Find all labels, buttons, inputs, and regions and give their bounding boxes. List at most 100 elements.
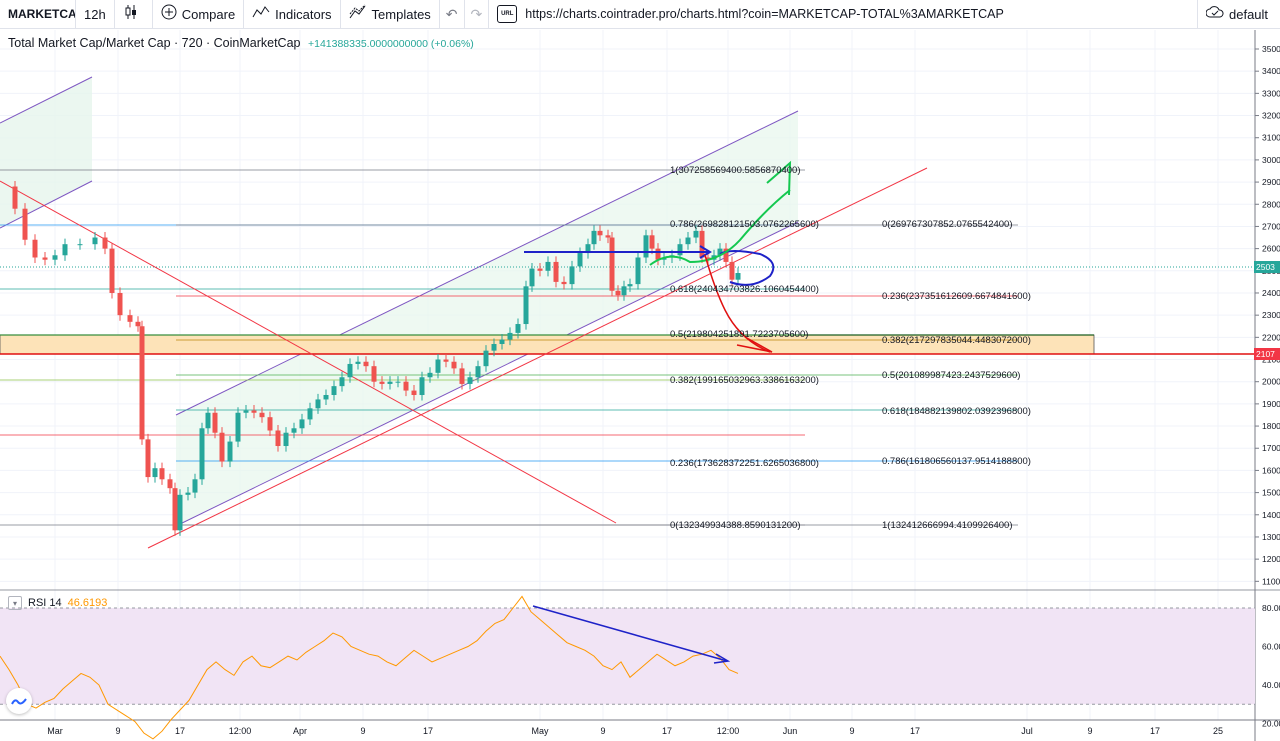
candle-body: [347, 363, 353, 378]
redo-icon: ↷: [470, 5, 483, 22]
fib-left-label: 0.236(173628372251.6265036800): [670, 458, 819, 469]
price-tick-label: 3000: [1262, 155, 1280, 165]
cloud-check-icon: [1205, 5, 1224, 23]
undo-button[interactable]: ↶: [440, 0, 465, 29]
redo-button[interactable]: ↷: [465, 0, 490, 29]
indicators-button[interactable]: Indicators: [244, 0, 341, 29]
candle-body: [152, 468, 158, 478]
series-change: +141388335.0000000000 (+0.06%): [307, 38, 474, 50]
candles: [12, 180, 741, 536]
time-tick-label: 12:00: [229, 726, 252, 736]
candle-body: [507, 332, 513, 340]
candle-body: [331, 386, 337, 396]
price-tick-label: 3100: [1262, 133, 1280, 143]
theme-button[interactable]: default: [1198, 0, 1280, 29]
chart-canvas[interactable]: 3500 3400 3300 3200 3100 3000 2900 2800 2700 2600…: [0, 30, 1280, 741]
candle-body: [205, 412, 211, 429]
series-title: Total Market Cap/Market Cap · 720 · Coin…: [8, 36, 301, 50]
candle-body: [609, 237, 615, 291]
candle-body: [597, 230, 603, 236]
symbol-search-button[interactable]: MARKETCAF: [0, 0, 76, 29]
candle-body: [192, 479, 198, 493]
candle-body: [427, 372, 433, 378]
candle-body: [12, 186, 18, 209]
candle-body: [655, 248, 661, 260]
rsi-legend: ▾ RSI 14 46.6193: [8, 596, 107, 610]
time-tick-label: 9: [849, 726, 854, 736]
candle-body: [621, 286, 627, 296]
candle-body: [419, 377, 425, 396]
price-tick-label: 2800: [1262, 199, 1280, 209]
candle-body: [723, 248, 729, 262]
candle-body: [735, 273, 741, 280]
candle-body: [235, 412, 241, 442]
candle-body: [699, 230, 705, 258]
compare-button[interactable]: Compare: [153, 0, 245, 29]
time-tick-label: 9: [115, 726, 120, 736]
candle-body: [371, 366, 377, 382]
rsi-tick-label: 20.00: [1262, 719, 1280, 729]
chart-type-button[interactable]: [115, 0, 153, 29]
price-tick-label: 1200: [1262, 554, 1280, 564]
time-tick-label: Apr: [293, 726, 307, 736]
price-tick-label: 1800: [1262, 421, 1280, 431]
candle-body: [491, 343, 497, 351]
compare-label: Compare: [181, 6, 236, 22]
candle-body: [693, 230, 699, 238]
candle-body: [259, 412, 265, 418]
candle-body: [135, 321, 141, 327]
series-legend: Total Market Cap/Market Cap · 720 · Coin…: [8, 36, 474, 50]
candle-body: [92, 237, 98, 245]
fib-left-label: 1(307258569400.5856870400): [670, 165, 801, 176]
undo-icon: ↶: [445, 5, 458, 22]
rsi-line: [0, 595, 739, 740]
time-tick-label: May: [531, 726, 549, 736]
url-bar[interactable]: URL https://charts.cointrader.pro/charts…: [489, 0, 1198, 29]
horizontal-line-price-label: 2107: [1254, 348, 1280, 360]
time-tick-label: 9: [600, 726, 605, 736]
candle-body: [387, 381, 393, 384]
indicators-icon: [252, 4, 270, 24]
candle-body: [443, 359, 449, 362]
visibility-toggle-icon[interactable]: ▾: [8, 596, 22, 610]
rsi-band: [0, 608, 1255, 705]
candle-body: [537, 268, 543, 271]
candle-body: [355, 361, 361, 364]
candle-body: [117, 292, 123, 316]
time-tick-label: Jul: [1021, 726, 1033, 736]
rsi-tick-label: 40.00: [1262, 680, 1280, 690]
top-toolbar: MARKETCAF 12h Compare Indicators Templat…: [0, 0, 1280, 29]
candle-body: [717, 248, 723, 256]
price-tick-label: 2700: [1262, 221, 1280, 231]
candle-body: [167, 479, 173, 489]
fib-right-label: 0.382(217297835044.4483072000): [882, 335, 1031, 346]
rsi-pane: [0, 595, 1255, 740]
templates-button[interactable]: Templates: [341, 0, 440, 29]
drawings-back: [0, 76, 1280, 549]
fib-right-label: 0(269767307852.0765542400): [882, 219, 1013, 230]
price-tick-label: 1900: [1262, 399, 1280, 409]
candle-body: [435, 359, 441, 373]
candle-body: [545, 261, 551, 271]
time-tick-label: 25: [1213, 726, 1223, 736]
candle-body: [605, 235, 611, 238]
candle-body: [515, 324, 521, 333]
tradingview-logo-icon[interactable]: [6, 688, 32, 714]
rsi-trend-arrow: [532, 605, 728, 662]
fib-left-label: 0.382(199165032963.3386163200): [670, 375, 819, 386]
channel-fill: [0, 77, 92, 228]
candle-body: [307, 408, 313, 420]
price-tick-label: 1100: [1262, 576, 1280, 586]
interval-button[interactable]: 12h: [76, 0, 115, 29]
price-tick-label: 2400: [1262, 288, 1280, 298]
candle-body: [102, 237, 108, 249]
red-arrow-path: [704, 254, 771, 353]
green-arrow-path: [649, 189, 791, 266]
price-tick-label: 1300: [1262, 532, 1280, 542]
price-tick-label: 3500: [1262, 44, 1280, 54]
candle-body: [411, 390, 417, 396]
rsi-tick-label: 60.00: [1262, 642, 1280, 652]
candle-body: [395, 381, 401, 383]
candle-body: [159, 468, 165, 480]
candle-body: [172, 488, 178, 531]
